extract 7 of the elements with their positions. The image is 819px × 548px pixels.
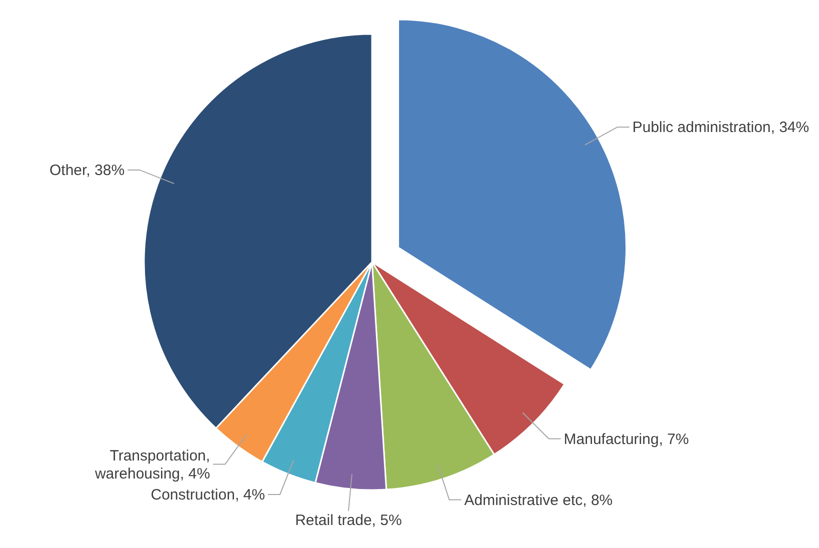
slice-label: Other, 38%: [50, 162, 125, 179]
slice-label: Retail trade, 5%: [295, 512, 402, 529]
slice-label: Public administration, 34%: [632, 119, 810, 136]
slice-label: Transportation, warehousing, 4%: [94, 447, 210, 482]
slice-label: Construction, 4%: [150, 486, 265, 504]
slice-label: Administrative etc, 8%: [464, 492, 613, 509]
slice-label: Manufacturing, 7%: [564, 430, 689, 448]
